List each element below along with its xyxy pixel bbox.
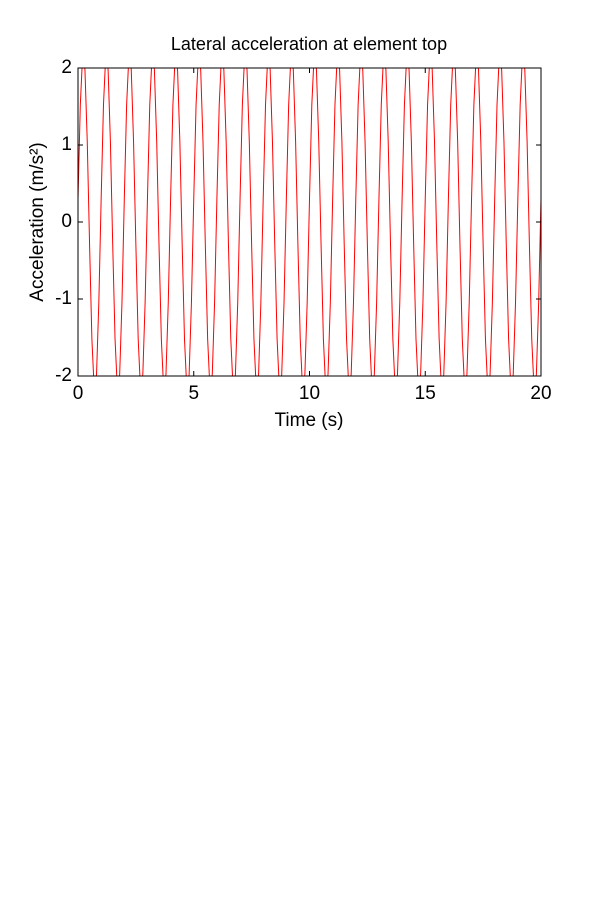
y-tick-label: -1 — [55, 288, 72, 309]
x-tick-label: 10 — [299, 383, 320, 404]
x-axis-label: Time (s) — [275, 410, 344, 431]
y-axis-label: Acceleration (m/s²) — [27, 142, 48, 301]
x-tick-label: 15 — [415, 383, 436, 404]
y-tick-label: 2 — [61, 57, 72, 78]
y-tick-label: 1 — [61, 134, 72, 155]
x-tick-label: 5 — [188, 383, 199, 404]
data-line — [78, 68, 541, 376]
x-tick-label: 20 — [530, 383, 551, 404]
y-tick-label: 0 — [61, 211, 72, 232]
chart-title: Lateral acceleration at element top — [171, 34, 447, 54]
y-tick-label: -2 — [55, 365, 72, 386]
x-tick-label: 0 — [73, 383, 84, 404]
